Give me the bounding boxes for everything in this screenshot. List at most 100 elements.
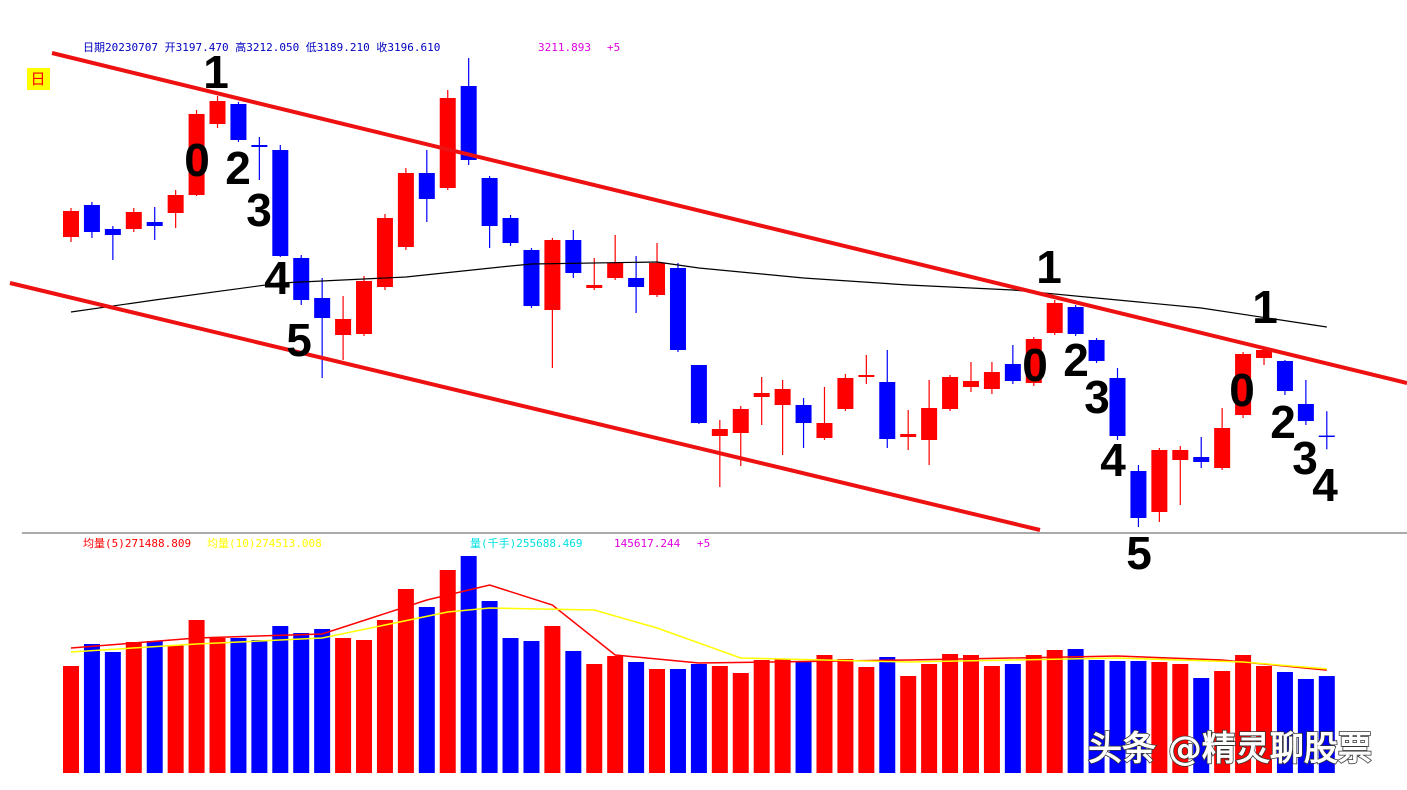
volume-bar xyxy=(83,644,100,773)
volume-bar xyxy=(607,656,624,773)
annotation: 1 xyxy=(203,46,229,98)
volume-bar xyxy=(795,662,812,773)
volume-bar xyxy=(439,570,456,773)
volume-bar xyxy=(481,601,498,773)
volume-bar xyxy=(544,626,561,773)
volume-bar xyxy=(1130,661,1147,773)
annotation: 3 xyxy=(1084,371,1110,423)
volume-bar xyxy=(628,662,645,773)
candle-body xyxy=(628,278,645,287)
candle-body xyxy=(293,258,310,300)
volume-bar xyxy=(711,666,728,773)
candle-body xyxy=(209,101,226,124)
volume-bar xyxy=(335,638,352,773)
candle-body xyxy=(690,365,707,423)
candle-body xyxy=(1214,428,1231,468)
volume-bar xyxy=(1193,678,1210,773)
candle-body xyxy=(167,195,184,213)
candle-body xyxy=(565,240,582,273)
annotation: 2 xyxy=(1063,334,1089,386)
volume-bar xyxy=(1297,679,1314,773)
volume-bar xyxy=(188,620,205,773)
candle-body xyxy=(607,263,624,278)
volume-bar xyxy=(376,620,393,773)
volume-bar xyxy=(397,589,414,773)
volume-bar xyxy=(314,629,331,773)
volume-bar xyxy=(1088,660,1105,773)
candle-body xyxy=(335,319,352,335)
volume-bar xyxy=(1067,649,1084,773)
volume-bar xyxy=(418,607,435,773)
period: 日 xyxy=(30,70,45,88)
candle-body xyxy=(1297,404,1314,421)
volume-bar xyxy=(837,659,854,773)
volume-ma-line xyxy=(70,584,1327,671)
annotation: 4 xyxy=(1100,434,1126,486)
candle-body xyxy=(544,240,561,310)
volume-bar xyxy=(858,667,875,773)
volume-bar xyxy=(962,655,979,773)
candle-body xyxy=(83,205,100,232)
candle-body xyxy=(586,285,603,288)
volume-bar xyxy=(104,652,121,773)
volume-header-text: 145617.244 xyxy=(614,537,681,550)
annotation: 2 xyxy=(1270,396,1296,448)
candle-body xyxy=(418,173,435,199)
candle-body xyxy=(104,229,121,235)
candle-body xyxy=(942,377,959,409)
volume-bar xyxy=(1004,664,1021,773)
candle-body xyxy=(481,178,498,226)
candle-body xyxy=(1151,450,1168,512)
candle-body xyxy=(439,98,456,188)
volume-bar xyxy=(753,660,770,773)
candle-body xyxy=(858,375,875,377)
volume-bar xyxy=(1276,672,1293,773)
volume-bar xyxy=(983,666,1000,773)
volume-bar xyxy=(565,651,582,773)
volume-bar xyxy=(586,664,603,773)
volume-header-text: 均量(5)271488.809 xyxy=(83,537,191,550)
volume-bar xyxy=(1109,661,1126,773)
header-text: 3211.893 xyxy=(538,41,591,54)
annotation: 1 xyxy=(1252,281,1278,333)
volume-bar xyxy=(293,633,310,773)
candle-body xyxy=(1109,378,1126,436)
volume-bar xyxy=(649,669,666,773)
candle-body xyxy=(1004,364,1021,381)
candle-body xyxy=(753,393,770,397)
volume-bar xyxy=(900,676,917,773)
candle-body xyxy=(962,381,979,387)
candle-body xyxy=(1172,450,1189,460)
volume-header-text: 均量(10)274513.008 xyxy=(207,537,322,550)
candle-body xyxy=(837,378,854,409)
candle-body xyxy=(1067,307,1084,334)
candle-body xyxy=(146,222,163,226)
volume-bar xyxy=(1256,666,1273,773)
candle-body xyxy=(1130,471,1147,518)
candle-body xyxy=(1046,303,1063,333)
volume-bar xyxy=(732,673,749,773)
volume-bar xyxy=(879,657,896,773)
candle-body xyxy=(1276,361,1293,391)
candle-body xyxy=(1193,457,1210,462)
candle-body xyxy=(1256,350,1273,358)
annotation: 2 xyxy=(225,142,251,194)
volume-bar xyxy=(146,641,163,773)
candle-body xyxy=(669,268,686,350)
volume-header-text: 量(千手)255688.469 xyxy=(470,536,582,550)
candle-body xyxy=(314,298,331,318)
volume-bar xyxy=(230,638,247,773)
volume-bar xyxy=(272,626,289,773)
annotation: 3 xyxy=(1292,432,1318,484)
volume-bar xyxy=(816,655,833,773)
candle-body xyxy=(251,145,268,147)
candle-body xyxy=(63,211,79,237)
candle-body xyxy=(460,86,477,160)
candle-body xyxy=(1235,354,1252,415)
candle-body xyxy=(711,429,728,436)
volume-bar xyxy=(125,642,142,773)
candle-body xyxy=(356,281,373,334)
candle-body xyxy=(1318,435,1335,438)
